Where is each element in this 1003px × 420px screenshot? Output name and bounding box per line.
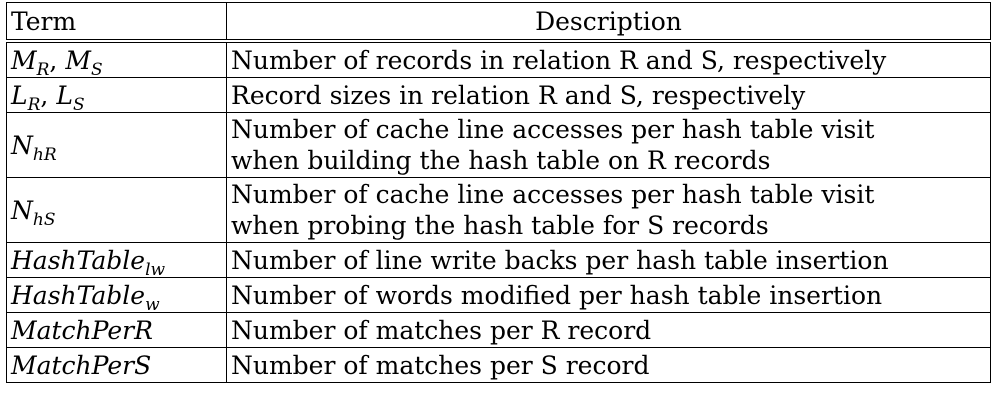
description-line: Record sizes in relation R and S, respec… bbox=[231, 80, 806, 110]
description-line: Number of matches per R record bbox=[231, 315, 652, 345]
description-cell: Number of matches per S record bbox=[226, 347, 991, 383]
term-symbol: M bbox=[11, 45, 37, 75]
description-line: Number of line write backs per hash tabl… bbox=[231, 245, 889, 275]
description-line: Number of words modified per hash table … bbox=[231, 280, 883, 310]
term-subscript: hS bbox=[32, 209, 56, 230]
description-line: when probing the hash table for S record… bbox=[231, 211, 769, 240]
term-subscript: w bbox=[145, 294, 160, 313]
term-symbol: MatchPerR bbox=[11, 315, 153, 345]
table-row: MatchPerR Number of matches per R record bbox=[6, 312, 991, 348]
term-separator: , bbox=[40, 80, 57, 110]
description-cell: Record sizes in relation R and S, respec… bbox=[226, 77, 991, 113]
description-cell: Number of line write backs per hash tabl… bbox=[226, 242, 991, 278]
table-row: NhR Number of cache line accesses per ha… bbox=[6, 112, 991, 178]
term-cell: HashTablew bbox=[6, 277, 227, 313]
description-cell: Number of cache line accesses per hash t… bbox=[226, 177, 991, 243]
term-symbol: L bbox=[11, 80, 28, 110]
description-cell: Number of matches per R record bbox=[226, 312, 991, 348]
header-row: Term Description bbox=[6, 2, 991, 42]
description-line: Number of records in relation R and S, r… bbox=[231, 45, 887, 75]
term-subscript: R bbox=[27, 94, 41, 113]
term-symbol: M bbox=[65, 45, 91, 75]
description-line: Number of cache line accesses per hash t… bbox=[231, 115, 875, 144]
term-cell: MR, MS bbox=[6, 39, 227, 78]
table-row: HashTablew Number of words modified per … bbox=[6, 277, 991, 313]
term-symbol: HashTable bbox=[11, 280, 146, 310]
table-row: LR, LS Record sizes in relation R and S,… bbox=[6, 77, 991, 113]
term-symbol: N bbox=[11, 195, 33, 225]
terms-table-container: Term Description MR, MS Number of record… bbox=[6, 2, 991, 383]
term-subscript: lw bbox=[145, 259, 166, 278]
description-cell: Number of records in relation R and S, r… bbox=[226, 39, 991, 78]
description-line: Number of cache line accesses per hash t… bbox=[231, 180, 875, 209]
description-line: Number of matches per S record bbox=[231, 350, 650, 380]
term-symbol: MatchPerS bbox=[11, 350, 152, 380]
term-symbol: L bbox=[56, 80, 73, 110]
term-subscript: S bbox=[90, 59, 103, 78]
term-symbol: HashTable bbox=[11, 245, 146, 275]
description-cell: Number of words modified per hash table … bbox=[226, 277, 991, 313]
term-cell: MatchPerS bbox=[6, 347, 227, 383]
term-cell: NhS bbox=[6, 177, 227, 243]
term-cell: HashTablelw bbox=[6, 242, 227, 278]
description-line: when building the hash table on R record… bbox=[231, 146, 771, 175]
term-subscript: R bbox=[36, 59, 50, 78]
terms-table: Term Description MR, MS Number of record… bbox=[6, 2, 991, 383]
term-symbol: N bbox=[11, 130, 33, 160]
table-row: NhS Number of cache line accesses per ha… bbox=[6, 177, 991, 243]
table-row: MR, MS Number of records in relation R a… bbox=[6, 39, 991, 78]
term-cell: NhR bbox=[6, 112, 227, 178]
description-cell: Number of cache line accesses per hash t… bbox=[226, 112, 991, 178]
header-term: Term bbox=[6, 2, 227, 42]
term-cell: MatchPerR bbox=[6, 312, 227, 348]
table-row: HashTablelw Number of line write backs p… bbox=[6, 242, 991, 278]
table-row: MatchPerS Number of matches per S record bbox=[6, 347, 991, 383]
header-description: Description bbox=[226, 2, 991, 42]
term-subscript: hR bbox=[32, 144, 57, 165]
term-subscript: S bbox=[72, 94, 85, 113]
term-separator: , bbox=[49, 45, 66, 75]
term-cell: LR, LS bbox=[6, 77, 227, 113]
